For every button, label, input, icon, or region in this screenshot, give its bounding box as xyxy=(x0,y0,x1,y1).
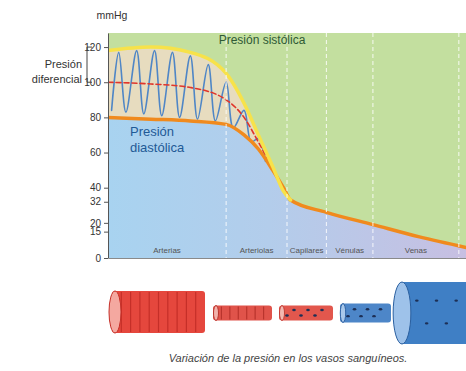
y-tick-label: 60 xyxy=(90,147,102,158)
vessel-opening xyxy=(393,282,411,344)
plot-background xyxy=(108,33,466,258)
vessel-ring xyxy=(238,307,239,320)
vessel-cell xyxy=(359,315,363,317)
y-tick: 0 xyxy=(95,253,108,264)
y-tick-mark xyxy=(104,223,108,224)
y-tick-mark xyxy=(104,47,108,48)
y-tick-label: 80 xyxy=(90,112,102,123)
annotation-bracket xyxy=(87,47,92,82)
region-label: Arterias xyxy=(153,246,181,255)
region-label: Arteriolas xyxy=(240,246,274,255)
vessel-cell xyxy=(320,309,324,311)
series-label: Presión sistólica xyxy=(219,33,306,47)
region-dividers xyxy=(226,33,459,258)
region-label: Capilares xyxy=(290,246,324,255)
vessel-ring xyxy=(149,292,150,332)
chart-caption: Variación de la presión en los vasos san… xyxy=(169,352,408,364)
y-tick: 60 xyxy=(90,147,108,158)
vessel-cell xyxy=(285,314,289,316)
x-axis xyxy=(109,258,466,259)
y-tick-label: 40 xyxy=(90,182,102,193)
region-divider xyxy=(287,33,288,258)
chart-svg: 0152032406080100120mmHgArteriasArteriola… xyxy=(0,0,466,371)
vessel xyxy=(340,304,391,323)
vessel-opening xyxy=(109,291,121,333)
region-divider xyxy=(458,33,459,258)
region-divider xyxy=(326,33,327,258)
vessel-body xyxy=(112,291,205,333)
y-tick-mark xyxy=(104,82,108,83)
vessel-ring xyxy=(263,307,264,320)
vessel-cell xyxy=(366,308,370,310)
vessel-ring xyxy=(167,292,168,332)
vessel xyxy=(109,291,205,333)
vessel-cell xyxy=(299,314,303,316)
y-tick-mark xyxy=(104,188,108,189)
annotation-label: Presióndiferencial xyxy=(32,58,82,85)
region-label: Vénulas xyxy=(335,246,364,255)
vessel-ring xyxy=(195,292,196,332)
y-axis: 0152032406080100120 xyxy=(84,34,108,264)
vessel-ring xyxy=(221,307,222,320)
series-line xyxy=(108,47,291,200)
vessel-opening xyxy=(340,304,345,323)
vessel-ring xyxy=(130,292,131,332)
y-tick-label: 32 xyxy=(90,196,102,207)
y-tick: 20 xyxy=(90,218,108,229)
y-tick-label: 20 xyxy=(90,218,102,229)
chart-container: 0152032406080100120mmHgArteriasArteriola… xyxy=(0,0,466,371)
y-tick: 40 xyxy=(90,182,108,193)
vessel-cell xyxy=(292,309,296,311)
vessel-cell xyxy=(435,299,439,301)
vessel-cell xyxy=(454,299,458,301)
vessel-cell xyxy=(313,314,317,316)
region-divider xyxy=(226,33,227,258)
vessel-ring xyxy=(229,307,230,320)
vessel-cell xyxy=(415,299,419,301)
vessel-ring xyxy=(255,307,256,320)
vessel xyxy=(393,282,466,344)
vessel-body xyxy=(213,306,272,321)
y-tick: 32 xyxy=(90,196,108,207)
y-tick-mark xyxy=(104,117,108,118)
vessel-cell xyxy=(425,322,429,324)
vessel-body xyxy=(279,306,333,321)
vessel-cell xyxy=(372,315,376,317)
vessel-cell xyxy=(445,322,449,324)
region-label: Venas xyxy=(405,246,427,255)
vessel-ring xyxy=(186,292,187,332)
vessel-cell xyxy=(306,309,310,311)
y-axis-line xyxy=(108,34,109,259)
vessel-ring xyxy=(246,307,247,320)
series-label: Presióndiastólica xyxy=(130,124,185,155)
y-tick-mark xyxy=(104,153,108,154)
vessel-body xyxy=(340,304,391,323)
vessel-cell xyxy=(379,308,383,310)
vessel-cell xyxy=(353,308,357,310)
y-tick-mark xyxy=(104,202,108,203)
y-axis-title: mmHg xyxy=(97,9,128,21)
y-tick-label: 0 xyxy=(95,253,101,264)
vessel-ring xyxy=(177,292,178,332)
y-tick-mark xyxy=(104,232,108,233)
vessel-illustrations xyxy=(109,282,466,344)
vessel-ring xyxy=(158,292,159,332)
vessel-opening xyxy=(214,306,219,321)
series-line xyxy=(108,82,273,168)
x-axis-line xyxy=(109,258,466,259)
y-tick-mark xyxy=(104,258,108,259)
pulse-line xyxy=(112,51,266,162)
vessel xyxy=(213,306,272,321)
region-divider xyxy=(372,33,373,258)
y-tick: 80 xyxy=(90,112,108,123)
vessel-opening xyxy=(280,306,285,321)
vessel xyxy=(279,306,333,321)
vessel-cell xyxy=(346,315,350,317)
vessel-ring xyxy=(139,292,140,332)
